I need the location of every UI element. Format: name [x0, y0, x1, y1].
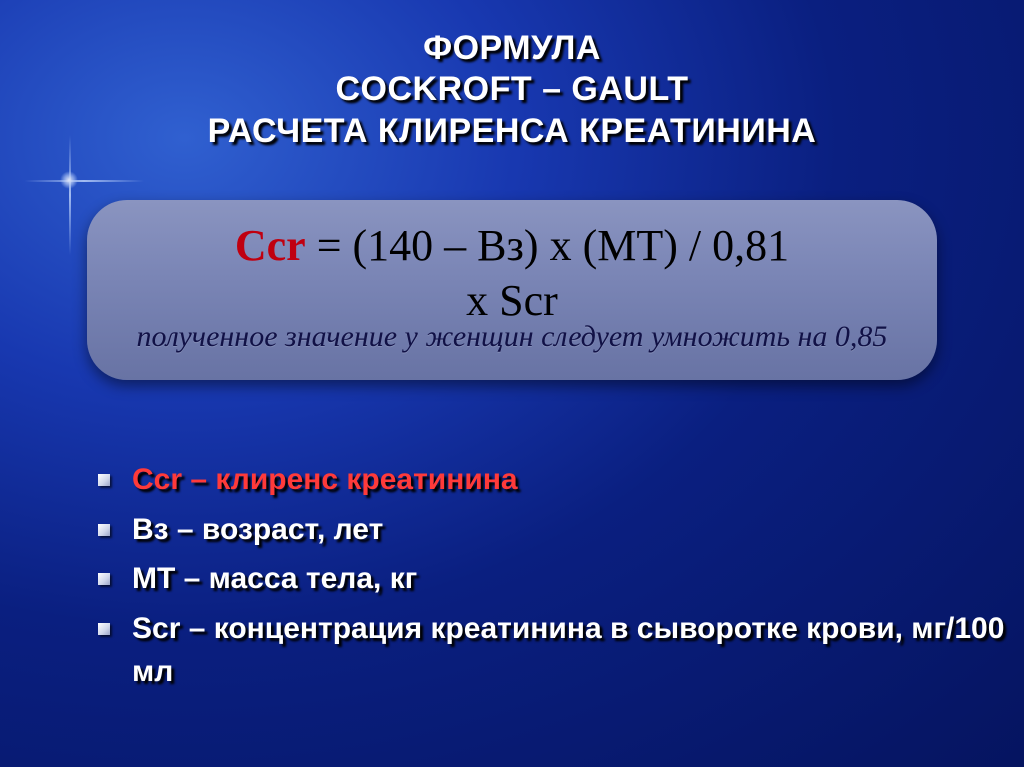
formula-line-1: Ccr = (140 – Вз) х (МТ) / 0,81: [87, 218, 937, 273]
legend-item: МТ – масса тела, кг: [92, 557, 1024, 601]
title-line-1: ФОРМУЛА: [0, 28, 1024, 69]
formula-ccr-label: Ccr: [235, 221, 306, 270]
legend-list: Ccr – клиренс креатинина Вз – возраст, л…: [92, 458, 1024, 694]
legend-item: Вз – возраст, лет: [92, 508, 1024, 552]
slide-title: ФОРМУЛА COCKROFT – GAULT РАСЧЕТА КЛИРЕНС…: [0, 0, 1024, 152]
formula-note: полученное значение у женщин следует умн…: [87, 320, 937, 354]
formula-line1-rest: = (140 – Вз) х (МТ) / 0,81: [306, 221, 789, 270]
legend-item: Scr – концентрация креатинина в сыворотк…: [92, 607, 1024, 694]
legend-item: Ccr – клиренс креатинина: [92, 458, 1024, 502]
title-line-2: COCKROFT – GAULT: [0, 69, 1024, 110]
title-line-3: РАСЧЕТА КЛИРЕНСА КРЕАТИНИНА: [0, 111, 1024, 152]
formula-panel: Ccr = (140 – Вз) х (МТ) / 0,81 х Scr пол…: [87, 200, 937, 380]
